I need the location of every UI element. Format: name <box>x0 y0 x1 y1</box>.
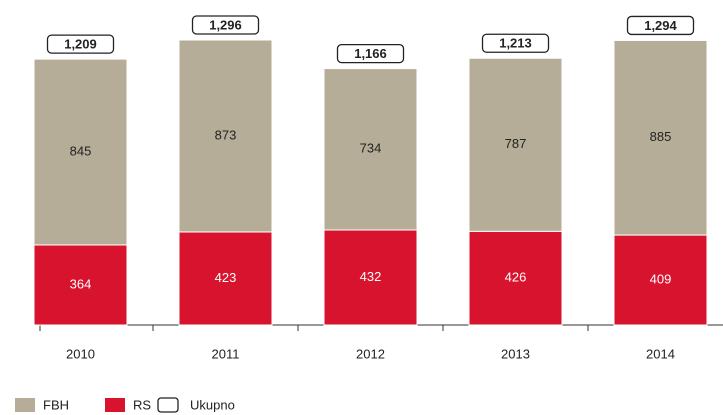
total-box <box>46 34 115 54</box>
total-box <box>481 33 550 53</box>
bar-segment <box>178 231 273 326</box>
x-tick-label: 2011 <box>212 346 240 361</box>
legend-swatch <box>157 397 179 413</box>
value-label: 409 <box>650 271 672 286</box>
bar-segment <box>178 39 273 233</box>
value-label: 787 <box>505 136 527 151</box>
value-label: 845 <box>70 143 92 158</box>
bar-segment <box>323 68 418 231</box>
value-label: 885 <box>650 129 672 144</box>
total-label: 1,213 <box>499 36 532 51</box>
bar-segment <box>33 244 128 326</box>
total-box <box>336 43 405 64</box>
total-box <box>191 15 260 35</box>
legend-swatch <box>15 398 35 412</box>
x-tick-label: 2013 <box>501 346 530 361</box>
legend-label: FBH <box>43 397 69 412</box>
value-label: 364 <box>70 276 92 291</box>
x-tick-label: 2010 <box>66 346 95 361</box>
total-box <box>626 15 695 36</box>
legend-swatch <box>105 398 125 412</box>
legend-label: Ukupno <box>190 397 235 412</box>
bar-segment <box>323 229 418 326</box>
legend-label: RS <box>133 397 151 412</box>
total-label: 1,296 <box>209 17 242 32</box>
value-label: 423 <box>215 270 237 285</box>
bar-segment <box>613 234 708 326</box>
x-tick-label: 2014 <box>646 346 675 361</box>
bar-segment <box>468 57 563 232</box>
bar-segment <box>33 58 128 246</box>
value-label: 426 <box>505 270 527 285</box>
value-label: 432 <box>360 269 382 284</box>
value-label: 734 <box>360 141 382 156</box>
value-label: 873 <box>215 127 237 142</box>
total-label: 1,294 <box>644 18 677 33</box>
x-tick-label: 2012 <box>356 346 385 361</box>
total-label: 1,209 <box>64 37 97 52</box>
total-label: 1,166 <box>354 46 387 61</box>
bar-segment <box>613 39 708 236</box>
